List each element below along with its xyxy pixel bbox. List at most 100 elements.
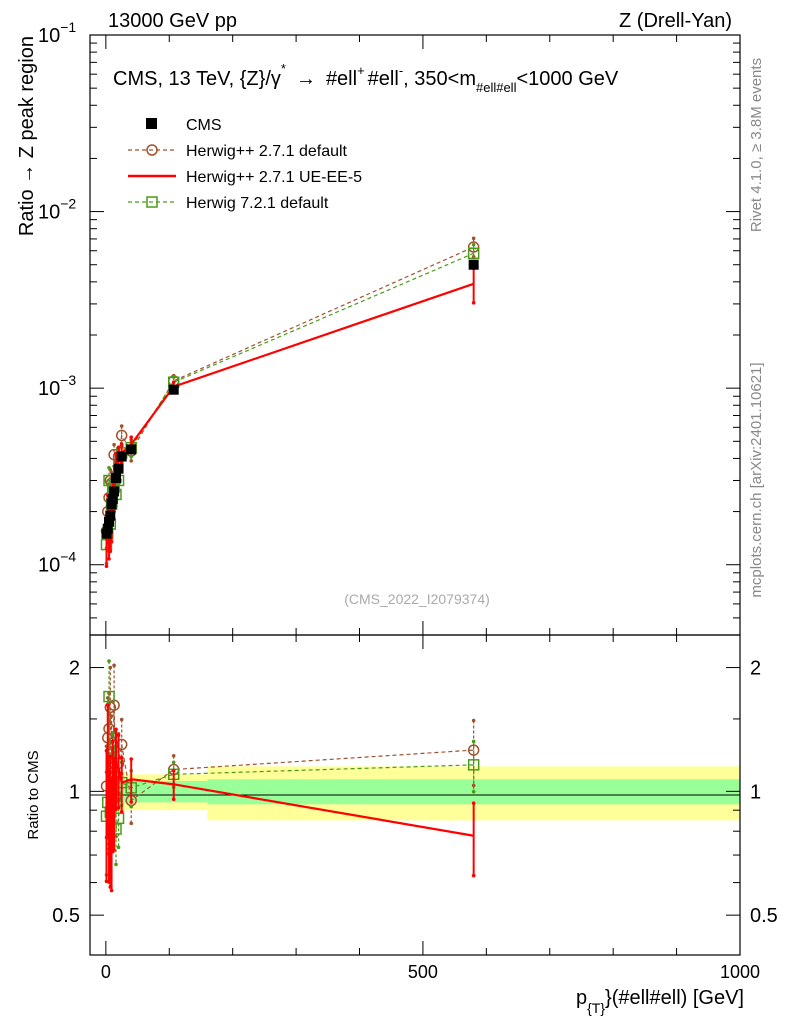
ratio-errcap-hu [119,755,124,760]
ratio-errcap-h7 [114,862,118,867]
ratio-tick-label-right: 2 [750,658,761,680]
cms-data-point [111,472,121,483]
main-errcap-hd [471,236,476,241]
legend-entry-hu: Herwig++ 2.7.1 UE-EE-5 [128,169,362,186]
main-errcap-hu [109,539,114,544]
ratio-point-hd [467,744,480,756]
ratio-errcap-hu [471,801,476,805]
legend-entry-cms: CMS [146,117,222,134]
ratio-errcap-hu [119,809,124,814]
legend-entry-h7: Herwig 7.2.1 default [128,195,329,212]
main-errcap-hd [129,459,134,463]
y-tick-label: 10−4 [38,549,76,577]
x-axis-label: p{T}}(#ell#ell) [GeV] [576,987,744,1016]
ratio-errcap-hd [171,753,176,758]
ratio-errcap-h7 [111,732,115,736]
ratio-y-axis-label: Ratio to CMS [25,750,42,839]
ratio-errcap-h7 [129,804,134,809]
ratio-errcap-hd [109,714,114,718]
legend-label-hu: Herwig++ 2.7.1 UE-EE-5 [186,169,362,186]
legend: CMS Herwig++ 2.7.1 default Herwig++ 2.7.1 … [128,117,362,212]
ratio-tick-label: 1 [69,781,80,803]
legend-label-hd: Herwig++ 2.7.1 default [186,143,348,160]
ratio-errcap-hu [171,797,176,802]
legend-label-h7: Herwig 7.2.1 default [186,195,329,212]
ratio-errcap-h7 [107,659,111,663]
main-errcap-hu [171,380,176,384]
ratio-errcap-hu [114,727,118,732]
mcplots-credit: mcplots.cern.ch [arXiv:2401.10621] [748,362,765,597]
legend-marker-hd [146,144,158,156]
ratio-errcap-hu [111,739,115,743]
ratio-errcap-hu [112,848,116,852]
legend-entry-hd: Herwig++ 2.7.1 default [128,143,348,160]
cms-data-point [107,494,118,505]
rivet-version: Rivet 4.1.0, ≥ 3.8M events [748,58,765,232]
cms-data-point [116,451,127,462]
legend-label-cms: CMS [186,117,222,134]
ratio-errcap-hu [129,800,134,804]
ratio-errcap-hu [116,806,121,810]
y-tick-label: 10−2 [38,196,76,224]
ratio-errcap-hu [108,754,113,759]
main-errcap-hu [107,557,111,561]
main-errcap-hu [119,442,124,446]
energy-label: 13000 GeV pp [108,10,237,32]
main-errcap-hu [104,564,109,569]
y-tick-label: 10−3 [38,372,76,400]
ratio-errcap-hu [112,756,116,761]
main-errcap-hu [108,549,113,554]
analysis-id: (CMS_2022_I2079374) [344,591,490,607]
y-axis-label: Ratio → Z peak region [16,36,38,236]
main-errcap-hu [116,445,121,450]
ratio-errcap-hd [119,717,124,722]
ratio-tick-label-right: 1 [750,781,761,803]
x-tick-label: 0 [101,962,111,982]
main-errcap-hu [129,435,134,439]
ratio-errcap-hd [471,718,476,723]
legend-marker-cms [146,118,157,129]
cms-data-point [113,463,124,474]
chart-title: CMS, 13 TeV, {Z}/γ* → #ell+ #ell-, 350<m#el… [113,61,619,95]
ratio-errcap-hd [112,663,116,668]
cms-data-point [468,259,479,270]
main-line-hu [105,282,475,539]
main-point-hd [115,429,128,442]
ratio-errcap-hd [471,783,476,788]
ratio-tick-label-right: 0.5 [750,905,778,927]
ratio-errcap-h7 [471,739,476,744]
main-errcap-hd [119,424,124,428]
main-errcap-hd [112,442,116,447]
ratio-point-h7 [467,759,480,771]
main-line-h7 [105,252,474,545]
main-point-h7 [467,247,480,260]
cms-data-point [168,384,179,395]
cms-data-point [126,444,137,455]
main-errcap-hu [119,460,124,465]
ratio-errcap-h7 [471,789,476,794]
y-tick-label: 10−1 [38,19,76,47]
ratio-errcap-h7 [116,845,121,850]
ratio-plot-layer [100,659,480,893]
ratio-uncertainty-bands [105,766,740,821]
main-errcap-h7 [107,465,111,470]
x-tick-label: 500 [408,962,438,982]
ratio-errcap-hu [105,703,110,707]
main-errcap-hu [471,301,476,305]
cms-data-point [104,516,115,527]
cms-data-point [106,499,117,510]
axes-ticks: 0 500 1000 10−1 10−2 10−3 10−4 0.5 0.5 1 1 2 2 [38,19,778,982]
ratio-errcap-hu [109,888,114,893]
ratio-tick-label: 0.5 [52,905,80,927]
ratio-errcap-hu [116,733,121,738]
main-line-hd [105,246,474,532]
ratio-errcap-hu [171,768,176,773]
ratio-errcap-hu [471,873,476,878]
cms-data-point [102,523,113,534]
ratio-frame [89,634,741,956]
ratio-tick-label: 2 [69,658,80,680]
legend-marker-h7 [146,196,158,208]
ratio-errcap-hu [129,757,134,761]
main-plot-layer [100,236,480,569]
ratio-errcap-h7 [171,760,176,765]
